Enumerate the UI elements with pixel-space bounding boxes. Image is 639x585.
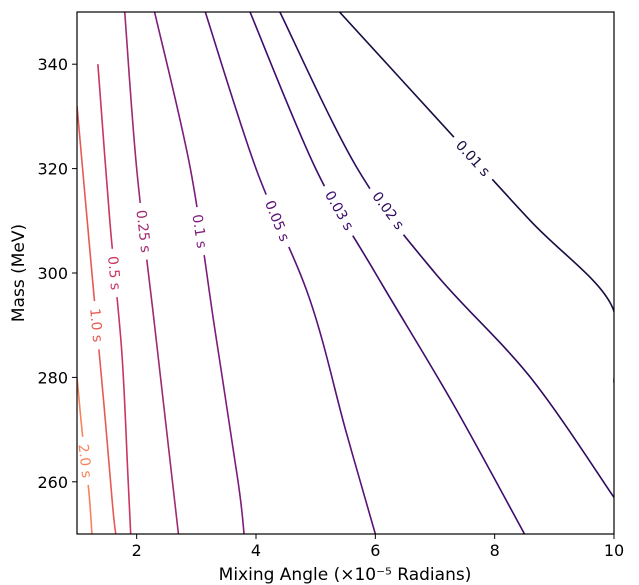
contour-line (279, 12, 614, 498)
x-tick-label: 4 (251, 541, 261, 560)
x-tick-label: 10 (604, 541, 624, 560)
contour-line (97, 64, 132, 534)
x-axis-label: Mixing Angle (×10⁻⁵ Radians) (219, 565, 472, 585)
contour-label-background (447, 131, 500, 186)
contour-label: 0.1 s (188, 213, 209, 249)
contour-label: 2.0 s (74, 443, 94, 479)
contour-label: 0.5 s (104, 255, 123, 290)
x-tick-label: 8 (490, 541, 500, 560)
contour-label-background (85, 300, 108, 351)
contour-label-background (73, 435, 98, 487)
x-tick-label: 6 (370, 541, 380, 560)
y-tick-label: 280 (37, 368, 68, 387)
y-tick-label: 340 (37, 55, 68, 74)
x-tick-label: 2 (132, 541, 142, 560)
contour-line (204, 12, 377, 534)
y-tick-label: 260 (37, 473, 68, 492)
y-tick-label: 320 (37, 160, 68, 179)
contour-label-background (317, 181, 362, 240)
contour-label-background (131, 201, 157, 261)
contour-label-background (187, 205, 213, 257)
y-axis-ticks: 260 280 300 320 340 (37, 55, 77, 492)
contour-labels: 0.01 s0.02 s0.03 s0.05 s0.1 s0.25 s0.5 s… (73, 131, 500, 487)
contour-line (123, 12, 180, 534)
contour-label: 1.0 s (86, 308, 105, 343)
y-tick-label: 300 (37, 264, 68, 283)
contour-line (77, 105, 117, 534)
contour-line (338, 12, 614, 383)
x-axis-ticks: 2 4 6 8 10 (132, 534, 624, 560)
contour-line (249, 12, 526, 534)
contour-label-background (364, 182, 413, 239)
contour-lines (77, 12, 614, 534)
y-axis-label: Mass (MeV) (9, 224, 29, 322)
contour-label-background (103, 248, 126, 298)
plot-background (77, 12, 614, 534)
contour-label: 0.25 s (132, 209, 153, 253)
contour-line (153, 12, 245, 534)
contour-label-background (258, 191, 297, 251)
